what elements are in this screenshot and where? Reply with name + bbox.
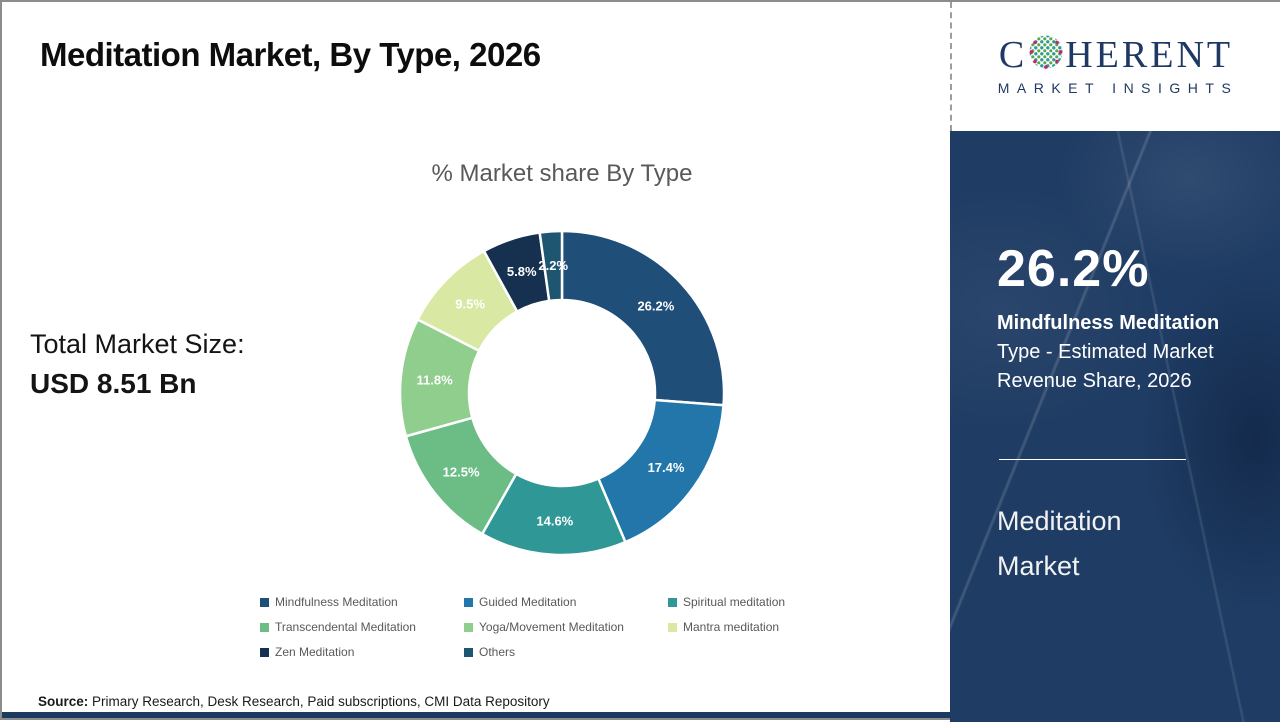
legend-label: Yoga/Movement Meditation: [479, 620, 624, 634]
sidebar-panel: 26.2% Mindfulness Meditation Type - Esti…: [950, 131, 1280, 722]
legend-marker: [668, 622, 677, 632]
brand-logo: C: [950, 2, 1280, 131]
legend-label: Guided Meditation: [479, 595, 577, 609]
brand-logo-wordmark: C: [952, 34, 1280, 77]
legend-label: Transcendental Meditation: [275, 620, 416, 634]
slice-label: 26.2%: [637, 299, 674, 314]
source-label: Source:: [38, 694, 89, 709]
legend-item: Transcendental Meditation: [260, 620, 464, 634]
source-text: Primary Research, Desk Research, Paid su…: [88, 694, 550, 709]
report-title: Meditation Market: [997, 499, 1122, 589]
logo-letter-c: C: [998, 34, 1028, 76]
legend-item: Spiritual meditation: [668, 595, 882, 609]
chart-title: % Market share By Type: [431, 160, 693, 187]
legend-marker: [260, 647, 269, 657]
legend-item: Yoga/Movement Meditation: [464, 620, 668, 634]
legend-label: Zen Meditation: [275, 645, 355, 659]
slice-label: 5.8%: [507, 264, 537, 279]
legend-marker: [464, 622, 473, 632]
legend-item: Mindfulness Meditation: [260, 595, 464, 609]
total-market-size-value: USD 8.51 Bn: [30, 368, 197, 399]
report-title-line2: Market: [997, 551, 1080, 581]
logo-letters-herent: HERENT: [1065, 34, 1234, 76]
legend-marker: [464, 597, 473, 607]
highlight-stat-description: Mindfulness Meditation Type - Estimated …: [997, 309, 1249, 396]
donut-slice: [538, 229, 564, 303]
chart-legend: Mindfulness Meditation Guided Meditation S…: [260, 595, 882, 659]
dotted-globe-icon: [1028, 34, 1064, 77]
page-title: Meditation Market, By Type, 2026: [40, 36, 541, 73]
legend-marker: [260, 622, 269, 632]
bottom-accent-bar: [2, 712, 1278, 718]
legend-item: Others: [464, 645, 668, 659]
report-title-line1: Meditation: [997, 506, 1122, 536]
legend-marker: [668, 597, 677, 607]
legend-label: Others: [479, 645, 516, 659]
highlight-stat-category: Mindfulness Meditation: [997, 312, 1220, 334]
slice-label: 14.6%: [536, 513, 573, 528]
slice-label: 9.5%: [455, 296, 485, 311]
total-market-size: Total Market Size: USD 8.51 Bn: [30, 324, 245, 404]
slice-label: 17.4%: [648, 460, 685, 475]
donut-slice: [560, 229, 726, 407]
highlight-stat-value: 26.2%: [997, 240, 1150, 298]
legend-marker: [464, 647, 473, 657]
source-line: Source: Primary Research, Desk Research,…: [38, 694, 550, 709]
total-market-size-label: Total Market Size:: [30, 329, 245, 359]
legend-marker: [260, 597, 269, 607]
donut-chart: 26.2% 17.4% 14.6% 12.5% 11.8% 9.5% 5.8% 2.2%: [398, 229, 726, 557]
slice-label: 11.8%: [417, 373, 454, 388]
legend-label: Mantra meditation: [683, 620, 780, 634]
legend-item: Zen Meditation: [260, 645, 464, 659]
legend-label: Mindfulness Meditation: [275, 595, 398, 609]
legend-item: Mantra meditation: [668, 620, 882, 634]
legend-label: Spiritual meditation: [683, 595, 786, 609]
slice-label: 2.2%: [538, 258, 568, 273]
legend-item: Guided Meditation: [464, 595, 668, 609]
sidebar-divider: [999, 459, 1186, 460]
slice-label: 12.5%: [443, 464, 480, 479]
highlight-stat-caption: Type - Estimated Market Revenue Share, 2…: [997, 341, 1214, 392]
brand-logo-subtitle: MARKET INSIGHTS: [997, 80, 1239, 96]
